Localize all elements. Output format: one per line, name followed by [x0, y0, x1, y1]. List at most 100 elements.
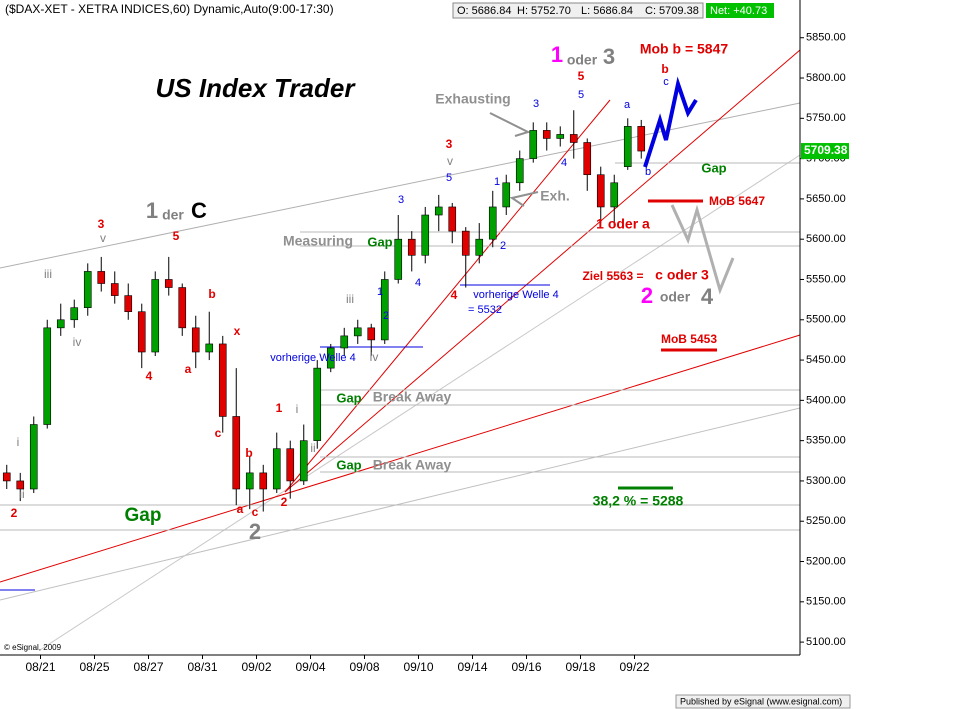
header: O: 5686.84 H: 5752.70 L: 5686.84 C: 5709…: [452, 2, 774, 19]
annotation: Exh.: [540, 188, 570, 204]
x-tick-label: 09/04: [295, 660, 325, 674]
annotation: C: [191, 198, 207, 223]
y-tick-label: 5450.00: [806, 354, 846, 366]
header-high: H: 5752.70: [517, 5, 571, 17]
channel-line: [39, 154, 801, 651]
annotation: MoB 5453: [661, 332, 717, 346]
x-tick-label: 08/31: [187, 660, 217, 674]
candle-body: [2, 472, 11, 482]
annotation: 1: [377, 286, 383, 298]
annotation: 5: [446, 172, 452, 184]
annotation: x: [234, 324, 241, 338]
y-tick-label: 5350.00: [806, 435, 846, 447]
annotation: c: [252, 505, 259, 519]
last-price: 5709.38: [804, 143, 848, 157]
x-tick-label: 09/22: [619, 660, 649, 674]
annotation: b: [661, 62, 668, 76]
annotation: = 5532: [468, 304, 502, 316]
y-tick-label: 5500.00: [806, 314, 846, 326]
candle-body: [461, 230, 470, 256]
annotation: 2: [281, 495, 288, 509]
annotation: vorherige Welle 4: [473, 289, 558, 301]
publisher-box: [675, 694, 851, 709]
candle-body: [569, 134, 578, 143]
y-tick-label: 5100.00: [806, 636, 846, 648]
header-box: [452, 2, 704, 19]
annotation: 2: [11, 506, 18, 520]
x-tick-label: 09/14: [457, 660, 487, 674]
annotation: 3: [603, 44, 615, 69]
x-tick-label: 09/10: [403, 660, 433, 674]
y-tick-label: 5600.00: [806, 233, 846, 245]
y-tick-label: 5250.00: [806, 515, 846, 527]
annotation: Mob b = 5847: [640, 41, 729, 57]
candle-body: [232, 416, 241, 490]
annotation: 2: [500, 240, 506, 252]
annotation: v: [100, 231, 106, 245]
candle-body: [286, 448, 295, 482]
annotation: 3: [533, 98, 539, 110]
annotation: 4: [451, 288, 458, 302]
x-tick-label: 09/18: [565, 660, 595, 674]
annotation: Measuring: [283, 233, 353, 249]
candle-body: [448, 206, 457, 232]
annotation: Ziel 5563 =: [582, 269, 643, 283]
annotation: iv: [370, 350, 379, 364]
chart-title: ($DAX-XET - XETRA INDICES,60) Dynamic,Au…: [5, 2, 334, 16]
annotation: c: [663, 76, 669, 88]
annotation: v: [447, 154, 453, 168]
annotation: US Index Trader: [156, 73, 357, 103]
candle-body: [43, 327, 52, 425]
x-tick-label: 08/25: [79, 660, 109, 674]
drawings: [0, 49, 801, 651]
candle-body: [340, 335, 349, 349]
candle-body: [110, 283, 119, 296]
candle-body: [313, 367, 322, 441]
annotation: i: [296, 402, 299, 416]
candle-body: [16, 480, 25, 490]
annotation: 1: [276, 401, 283, 415]
annotation: vorherige Welle 4: [270, 352, 355, 364]
annotation: MoB 5647: [709, 194, 765, 208]
annotation: 2: [383, 310, 389, 322]
candle-body: [259, 472, 268, 490]
candle-body: [137, 311, 146, 353]
annotation: 1: [146, 198, 158, 223]
annotation: 3: [398, 194, 404, 206]
trend-line: [284, 49, 801, 493]
header-close: C: 5709.38: [645, 5, 699, 17]
candle-body: [29, 424, 38, 490]
annotation: der: [162, 207, 184, 223]
candle-body: [56, 319, 65, 329]
y-tick-label: 5650.00: [806, 193, 846, 205]
y-tick-label: 5400.00: [806, 394, 846, 406]
annotation: 4: [701, 284, 714, 309]
annotation: iii: [44, 267, 52, 281]
annotation: a: [237, 502, 244, 516]
header-low: L: 5686.84: [581, 5, 633, 17]
annotation: a: [185, 362, 192, 376]
candle-body: [515, 158, 524, 184]
y-tick-label: 5550.00: [806, 273, 846, 285]
y-tick-label: 5800.00: [806, 72, 846, 84]
annotation: oder: [567, 52, 598, 68]
annotation: Gap: [125, 505, 162, 526]
candle-body: [178, 287, 187, 329]
y-tick-label: 5300.00: [806, 475, 846, 487]
projection: [643, 76, 698, 168]
annotation: ii: [310, 441, 315, 455]
annotation: a: [624, 99, 631, 111]
candle-body: [70, 307, 79, 321]
candle-body: [556, 134, 565, 139]
x-tick-label: 08/27: [133, 660, 163, 674]
candle-body: [124, 295, 133, 313]
annotation: 5: [173, 229, 180, 243]
annotation: 3: [98, 217, 105, 231]
annotation: 4: [415, 277, 421, 289]
candle-body: [434, 206, 443, 216]
candle-body: [299, 440, 308, 482]
annotation: Gap: [367, 234, 392, 249]
candle-body: [596, 174, 605, 208]
annotation: 1: [494, 176, 500, 188]
trend-line: [0, 334, 801, 583]
